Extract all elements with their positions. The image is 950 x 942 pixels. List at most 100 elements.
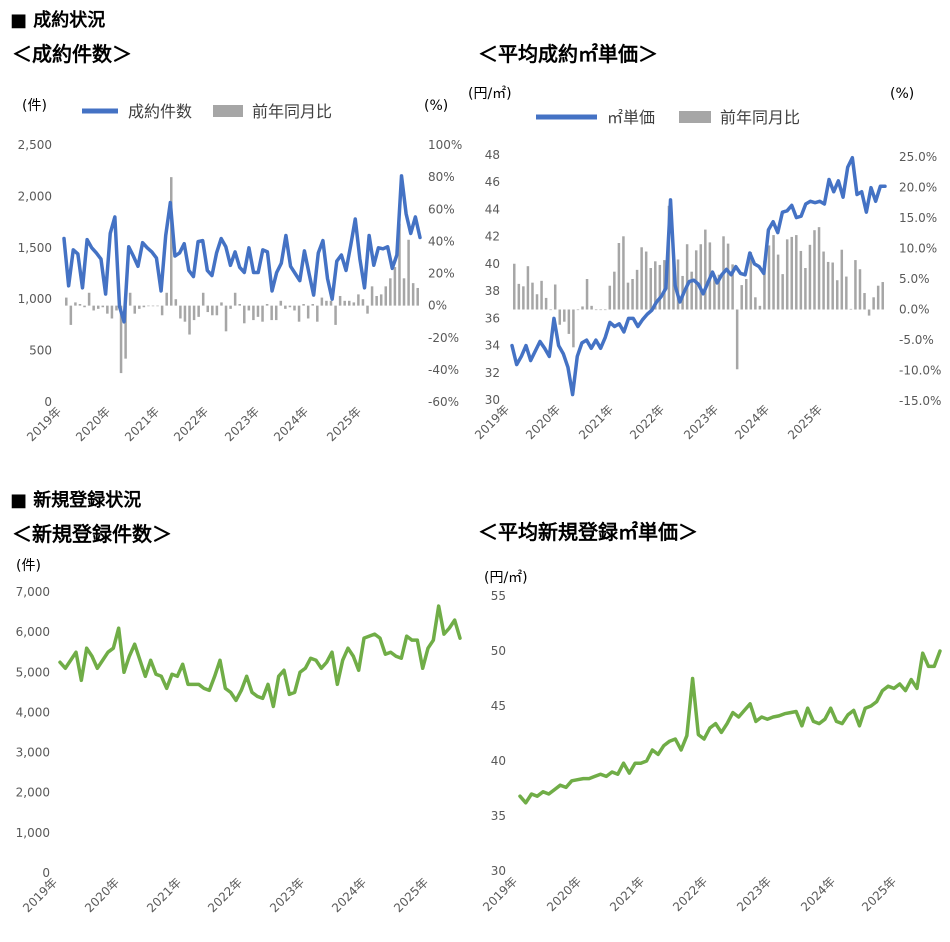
series-line (62, 174, 422, 324)
yoy-bar (590, 305, 593, 310)
yoy-bar (379, 294, 383, 306)
yoy-bar (567, 309, 571, 334)
yoy-bar (594, 309, 598, 311)
legend-label-bar: 前年同月比 (252, 102, 332, 121)
x-tick-label: 2019年 (472, 402, 512, 442)
x-tick-label: 2020年 (544, 874, 584, 914)
yoy-bar (626, 282, 630, 310)
y-left-tick: 44 (485, 202, 500, 216)
yoy-bar (690, 271, 693, 310)
y-left-tick: 40 (485, 257, 500, 271)
x-tick-label: 2020年 (523, 402, 563, 442)
yoy-bar (763, 260, 766, 310)
yoy-bar (220, 302, 223, 306)
yoy-bar (717, 274, 721, 310)
yoy-bar (274, 305, 278, 321)
yoy-bar (160, 305, 164, 316)
yoy-bar (375, 295, 378, 306)
series-line (518, 649, 942, 805)
x-tick-label: 2022年 (205, 875, 245, 915)
y-left-unit: (円/㎡) (468, 86, 512, 102)
x-tick-label: 2022年 (627, 402, 667, 442)
y-left-tick: 36 (485, 311, 500, 325)
x-tick-label: 2024年 (798, 874, 838, 914)
yoy-bar (370, 286, 374, 306)
y-left-tick: 6,000 (16, 625, 50, 639)
y-right-tick: 100% (428, 138, 462, 152)
yoy-bar (229, 305, 232, 309)
y-left-tick: 0 (42, 866, 50, 880)
y-left-tick: 46 (485, 175, 500, 189)
y-right-tick: -60% (428, 395, 459, 409)
yoy-bar (817, 227, 821, 310)
y-right-tick: -10.0% (899, 364, 941, 378)
yoy-bar (876, 285, 880, 310)
yoy-bar (411, 283, 415, 306)
legend-label-bar: 前年同月比 (720, 108, 800, 127)
yoy-bar (233, 292, 237, 306)
x-tick-label: 2024年 (329, 875, 369, 915)
x-tick-label: 2022年 (171, 404, 211, 444)
yoy-bar (206, 305, 210, 313)
yoy-bar (785, 239, 789, 310)
y-right-tick: -20% (428, 331, 459, 345)
yoy-bar (197, 305, 200, 317)
yoy-bar (845, 276, 848, 310)
y-left-tick: 500 (29, 344, 52, 358)
yoy-bar (749, 252, 753, 310)
yoy-bar (572, 309, 575, 348)
yoy-bar (147, 305, 150, 307)
chart-c1: 2,500 2,000 1,500 1,000 500 0 100% 80% 60% 40% 20%… (18, 98, 463, 444)
x-tick-label: 2019年 (24, 404, 64, 444)
legend-label-line: ㎡単価 (607, 108, 655, 127)
x-tick-label: 2021年 (122, 404, 162, 444)
yoy-bar (297, 305, 301, 322)
section-title-contracts: ■ 成約状況 (10, 10, 106, 31)
x-tick-label: 2023年 (681, 402, 721, 442)
y-left-unit: (件) (22, 98, 47, 114)
y-left-tick: 32 (485, 366, 500, 380)
yoy-bar (389, 278, 392, 306)
yoy-bar (758, 305, 762, 310)
yoy-bar (238, 304, 241, 306)
yoy-bar (151, 305, 155, 307)
yoy-bar (767, 245, 771, 310)
y-right-tick: 20.0% (899, 181, 937, 195)
yoy-bar (211, 305, 214, 316)
yoy-bar (302, 304, 305, 306)
series-line (58, 604, 462, 709)
legend-label-line: 成約件数 (128, 102, 192, 121)
yoy-bar (348, 300, 351, 306)
y-right-unit: (%) (890, 86, 914, 102)
yoy-bar (192, 305, 196, 321)
chart-c2: 48 46 44 42 40 38 36 34 32 30 25.0% 20.0% 15.0% 10.0%… (468, 86, 941, 442)
x-tick-label: 2024年 (271, 404, 311, 444)
yoy-bar (329, 300, 333, 306)
x-tick-label: 2025年 (324, 404, 364, 444)
y-left-tick: 38 (485, 284, 500, 298)
yoy-bar (306, 305, 310, 319)
y-left-tick: 4,000 (16, 705, 50, 719)
yoy-bar (754, 297, 757, 310)
yoy-bar (558, 309, 562, 325)
yoy-bar (284, 305, 287, 309)
y-left-tick: 2,500 (18, 138, 52, 152)
yoy-bar (170, 177, 173, 306)
y-left-tick: 3,000 (16, 746, 50, 760)
x-tick-label: 2020年 (82, 875, 122, 915)
yoy-bar (585, 279, 589, 310)
chart-c4: 55 50 45 40 35 30 (円/㎡) 2019年 2020年 2021年 2022年 202… (480, 570, 942, 914)
yoy-bar (535, 294, 539, 310)
y-left-tick: 40 (491, 754, 506, 768)
y-left-tick: 50 (491, 644, 506, 658)
yoy-bar (831, 262, 834, 310)
yoy-bar (635, 269, 639, 310)
yoy-bar (613, 271, 616, 310)
x-tick-label: 2025年 (859, 874, 899, 914)
yoy-bar (694, 250, 698, 310)
yoy-bar (320, 297, 324, 306)
yoy-bar (124, 305, 127, 359)
yoy-bar (840, 249, 844, 310)
y-right-tick: 0% (428, 299, 447, 313)
